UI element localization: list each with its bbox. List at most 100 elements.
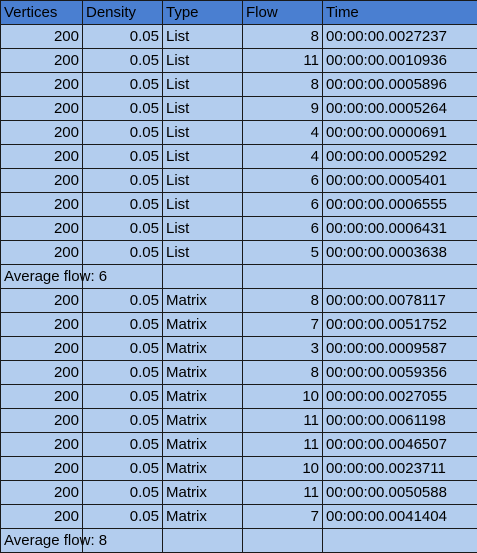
type-cell[interactable]: List bbox=[163, 97, 243, 121]
vertices-cell[interactable]: 200 bbox=[1, 337, 83, 361]
vertices-cell[interactable]: 200 bbox=[1, 121, 83, 145]
type-cell[interactable]: List bbox=[163, 145, 243, 169]
time-cell[interactable]: 00:00:00.0051752 bbox=[323, 313, 477, 337]
type-cell[interactable]: List bbox=[163, 217, 243, 241]
time-cell[interactable]: 00:00:00.0005264 bbox=[323, 97, 477, 121]
time-cell[interactable]: 00:00:00.0006555 bbox=[323, 193, 477, 217]
type-cell[interactable]: Matrix bbox=[163, 313, 243, 337]
flow-cell[interactable]: 11 bbox=[243, 409, 323, 433]
flow-cell[interactable]: 11 bbox=[243, 433, 323, 457]
type-cell[interactable]: List bbox=[163, 121, 243, 145]
density-cell[interactable]: 0.05 bbox=[83, 337, 163, 361]
density-cell[interactable]: 0.05 bbox=[83, 361, 163, 385]
type-cell[interactable]: Matrix bbox=[163, 337, 243, 361]
vertices-cell[interactable]: 200 bbox=[1, 457, 83, 481]
density-cell[interactable]: 0.05 bbox=[83, 169, 163, 193]
density-cell[interactable]: 0.05 bbox=[83, 313, 163, 337]
time-cell[interactable]: 00:00:00.0046507 bbox=[323, 433, 477, 457]
vertices-cell[interactable]: 200 bbox=[1, 433, 83, 457]
density-cell[interactable]: 0.05 bbox=[83, 457, 163, 481]
header-density[interactable]: Density bbox=[83, 1, 163, 25]
type-cell[interactable]: Matrix bbox=[163, 505, 243, 529]
density-cell[interactable]: 0.05 bbox=[83, 97, 163, 121]
density-cell[interactable]: 0.05 bbox=[83, 217, 163, 241]
vertices-cell[interactable]: 200 bbox=[1, 409, 83, 433]
vertices-cell[interactable]: 200 bbox=[1, 217, 83, 241]
vertices-cell[interactable]: 200 bbox=[1, 97, 83, 121]
flow-cell[interactable]: 7 bbox=[243, 505, 323, 529]
vertices-cell[interactable]: 200 bbox=[1, 385, 83, 409]
time-cell[interactable]: 00:00:00.0041404 bbox=[323, 505, 477, 529]
flow-cell[interactable]: 8 bbox=[243, 361, 323, 385]
type-cell[interactable]: Matrix bbox=[163, 481, 243, 505]
type-cell[interactable]: Matrix bbox=[163, 361, 243, 385]
flow-cell[interactable]: 3 bbox=[243, 337, 323, 361]
vertices-cell[interactable]: 200 bbox=[1, 505, 83, 529]
flow-cell[interactable]: 8 bbox=[243, 25, 323, 49]
type-cell[interactable]: Matrix bbox=[163, 289, 243, 313]
flow-cell[interactable]: 7 bbox=[243, 313, 323, 337]
empty-cell[interactable] bbox=[323, 265, 477, 289]
time-cell[interactable]: 00:00:00.0059356 bbox=[323, 361, 477, 385]
vertices-cell[interactable]: 200 bbox=[1, 289, 83, 313]
time-cell[interactable]: 00:00:00.0006431 bbox=[323, 217, 477, 241]
flow-cell[interactable]: 6 bbox=[243, 193, 323, 217]
density-cell[interactable]: 0.05 bbox=[83, 121, 163, 145]
type-cell[interactable]: Matrix bbox=[163, 385, 243, 409]
density-cell[interactable]: 0.05 bbox=[83, 385, 163, 409]
vertices-cell[interactable]: 200 bbox=[1, 313, 83, 337]
vertices-cell[interactable]: 200 bbox=[1, 73, 83, 97]
type-cell[interactable]: List bbox=[163, 169, 243, 193]
vertices-cell[interactable]: 200 bbox=[1, 361, 83, 385]
time-cell[interactable]: 00:00:00.0009587 bbox=[323, 337, 477, 361]
empty-cell[interactable] bbox=[163, 265, 243, 289]
header-type[interactable]: Type bbox=[163, 1, 243, 25]
time-cell[interactable]: 00:00:00.0027237 bbox=[323, 25, 477, 49]
empty-cell[interactable] bbox=[163, 529, 243, 553]
vertices-cell[interactable]: 200 bbox=[1, 481, 83, 505]
time-cell[interactable]: 00:00:00.0010936 bbox=[323, 49, 477, 73]
time-cell[interactable]: 00:00:00.0061198 bbox=[323, 409, 477, 433]
time-cell[interactable]: 00:00:00.0000691 bbox=[323, 121, 477, 145]
time-cell[interactable]: 00:00:00.0023711 bbox=[323, 457, 477, 481]
type-cell[interactable]: List bbox=[163, 241, 243, 265]
average-flow-cell[interactable]: Average flow: 6 bbox=[1, 265, 83, 289]
flow-cell[interactable]: 6 bbox=[243, 169, 323, 193]
type-cell[interactable]: Matrix bbox=[163, 457, 243, 481]
time-cell[interactable]: 00:00:00.0005896 bbox=[323, 73, 477, 97]
type-cell[interactable]: List bbox=[163, 73, 243, 97]
header-flow[interactable]: Flow bbox=[243, 1, 323, 25]
vertices-cell[interactable]: 200 bbox=[1, 241, 83, 265]
flow-cell[interactable]: 4 bbox=[243, 121, 323, 145]
time-cell[interactable]: 00:00:00.0050588 bbox=[323, 481, 477, 505]
vertices-cell[interactable]: 200 bbox=[1, 169, 83, 193]
density-cell[interactable]: 0.05 bbox=[83, 145, 163, 169]
flow-cell[interactable]: 4 bbox=[243, 145, 323, 169]
density-cell[interactable]: 0.05 bbox=[83, 481, 163, 505]
time-cell[interactable]: 00:00:00.0078117 bbox=[323, 289, 477, 313]
empty-cell[interactable] bbox=[243, 265, 323, 289]
flow-cell[interactable]: 5 bbox=[243, 241, 323, 265]
flow-cell[interactable]: 10 bbox=[243, 385, 323, 409]
time-cell[interactable]: 00:00:00.0003638 bbox=[323, 241, 477, 265]
density-cell[interactable]: 0.05 bbox=[83, 289, 163, 313]
type-cell[interactable]: List bbox=[163, 25, 243, 49]
density-cell[interactable]: 0.05 bbox=[83, 433, 163, 457]
time-cell[interactable]: 00:00:00.0027055 bbox=[323, 385, 477, 409]
density-cell[interactable]: 0.05 bbox=[83, 409, 163, 433]
time-cell[interactable]: 00:00:00.0005292 bbox=[323, 145, 477, 169]
vertices-cell[interactable]: 200 bbox=[1, 25, 83, 49]
time-cell[interactable]: 00:00:00.0005401 bbox=[323, 169, 477, 193]
type-cell[interactable]: Matrix bbox=[163, 433, 243, 457]
header-vertices[interactable]: Vertices bbox=[1, 1, 83, 25]
vertices-cell[interactable]: 200 bbox=[1, 49, 83, 73]
vertices-cell[interactable]: 200 bbox=[1, 193, 83, 217]
density-cell[interactable]: 0.05 bbox=[83, 193, 163, 217]
flow-cell[interactable]: 8 bbox=[243, 289, 323, 313]
density-cell[interactable]: 0.05 bbox=[83, 25, 163, 49]
flow-cell[interactable]: 11 bbox=[243, 481, 323, 505]
type-cell[interactable]: Matrix bbox=[163, 409, 243, 433]
type-cell[interactable]: List bbox=[163, 193, 243, 217]
density-cell[interactable]: 0.05 bbox=[83, 505, 163, 529]
flow-cell[interactable]: 11 bbox=[243, 49, 323, 73]
